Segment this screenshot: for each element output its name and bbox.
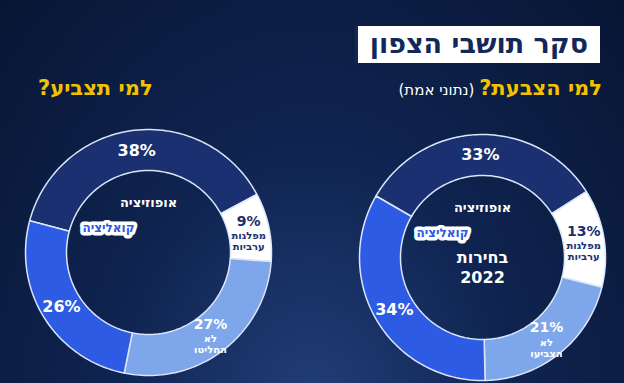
html-text:סקר תושבי הצפון: סקר תושבי הצפון [369, 28, 588, 59]
svg-text:מפלגותערביות: מפלגותערביות [566, 240, 601, 262]
svg-text:38%: 38% [118, 141, 156, 160]
svg-text:9%: 9% [237, 213, 261, 229]
html-text:למי הצבעת?: למי הצבעת? [479, 76, 602, 100]
svg-text:קואליציה: קואליציה [416, 226, 468, 240]
html-text:(נתוני אמת): (נתוני אמת) [398, 81, 480, 99]
svg-text:לאהצביעו: לאהצביעו [530, 337, 563, 359]
svg-text:13%: 13% [567, 223, 601, 239]
svg-text:לאהחליטו: לאהחליטו [194, 333, 227, 355]
svg-text:34%: 34% [375, 300, 413, 319]
svg-text:26%: 26% [42, 297, 80, 316]
html-text:למי תצביע?: למי תצביע? [38, 76, 153, 100]
svg-text:אופוזיציה: אופוזיציה [454, 200, 511, 215]
svg-text:קואליציה: קואליציה [82, 221, 134, 235]
svg-text:אופוזיציה: אופוזיציה [120, 195, 177, 210]
svg-text:בחירות2022: בחירות2022 [457, 248, 509, 287]
svg-text:מפלגותערביות: מפלגותערביות [231, 230, 266, 252]
svg-text:33%: 33% [461, 145, 499, 164]
svg-text:21%: 21% [530, 319, 564, 335]
svg-text:27%: 27% [194, 316, 228, 332]
